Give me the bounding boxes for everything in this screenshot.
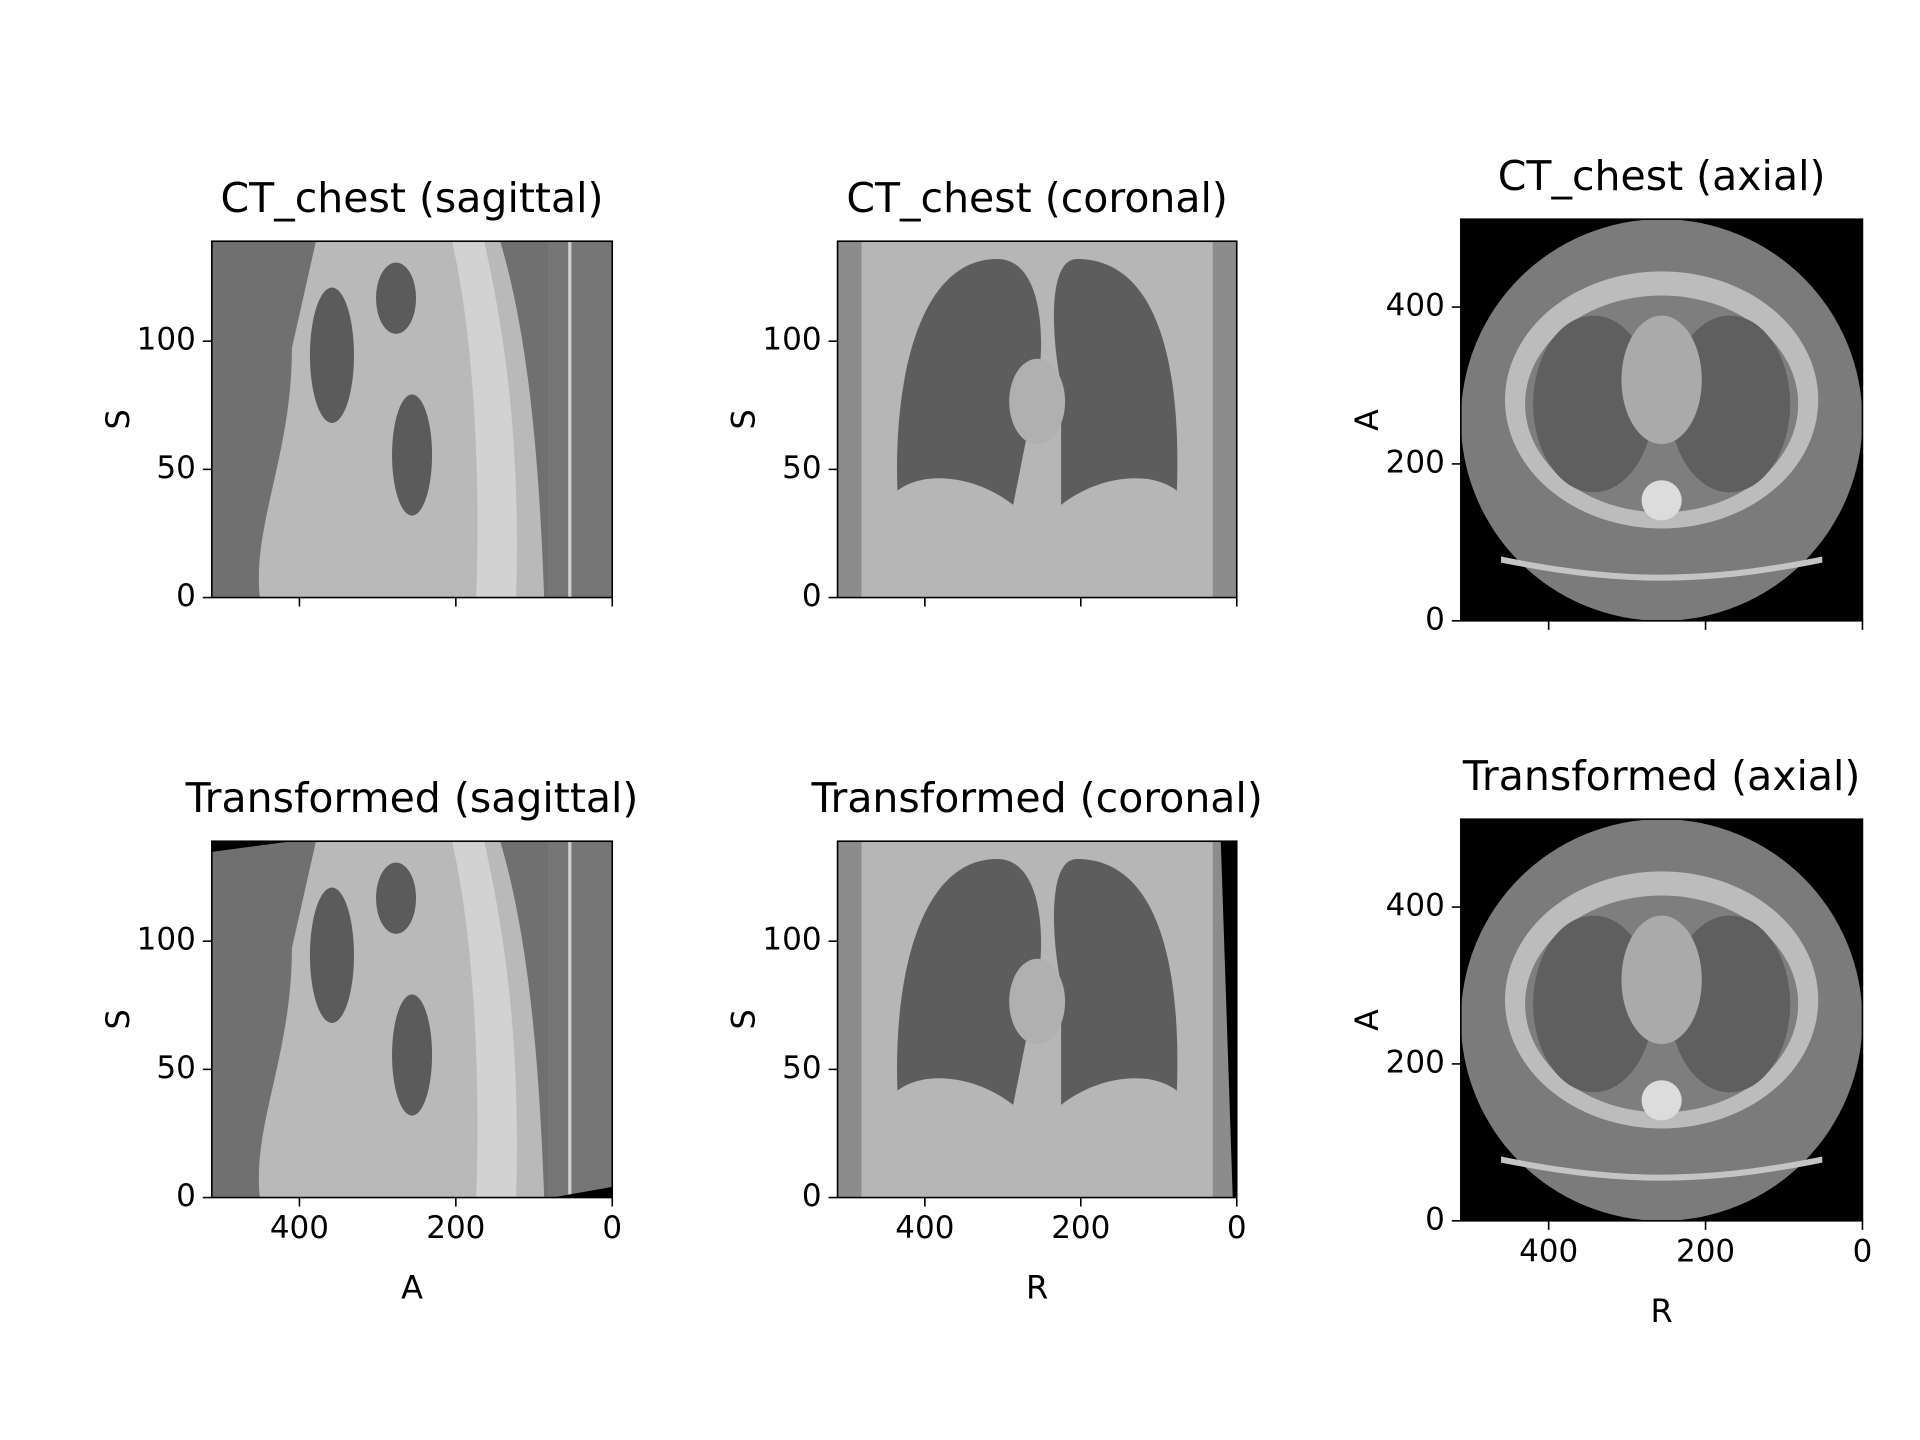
y-tick-label: 100	[762, 922, 821, 958]
y-tick-label: 0	[1425, 1201, 1445, 1237]
tissue	[1053, 859, 1178, 1105]
y-tick-label: 100	[137, 922, 196, 958]
x-tick-label: 200	[426, 1210, 485, 1246]
tissue	[309, 287, 354, 423]
y-tick-label: 200	[1386, 444, 1445, 480]
x-tick-label: 0	[1227, 1210, 1247, 1246]
tissue	[897, 859, 1042, 1105]
y-tick-label: 50	[782, 1050, 821, 1086]
x-tick-label: 400	[895, 1210, 954, 1246]
tissue	[897, 259, 1042, 505]
ct-image	[837, 841, 1237, 1198]
tissue	[548, 241, 613, 598]
tissue	[1533, 915, 1654, 1093]
y-tick-label: 100	[762, 322, 821, 358]
ct-image	[211, 241, 613, 598]
tissue	[452, 241, 517, 598]
x-tick-label: 0	[1853, 1233, 1873, 1269]
tissue	[568, 841, 572, 1198]
x-tick-label: 400	[1519, 1233, 1578, 1269]
y-axis-label: A	[1348, 1009, 1386, 1031]
tissue	[568, 241, 572, 598]
y-tick-label: 100	[137, 322, 196, 358]
y-tick-label: 200	[1386, 1044, 1445, 1080]
tissue	[1500, 1156, 1823, 1181]
y-axis-label: S	[725, 409, 763, 429]
axes-title: Transformed (coronal)	[810, 774, 1262, 822]
x-axis-label: R	[1026, 1269, 1048, 1307]
y-tick-label: 0	[176, 578, 196, 614]
y-tick-label: 50	[156, 450, 195, 486]
x-tick-label: 400	[270, 1210, 329, 1246]
tissue	[1621, 315, 1702, 445]
axes-frame	[836, 840, 1238, 1199]
ct-image	[1460, 219, 1863, 621]
ct-image	[837, 241, 1237, 598]
axes-frame	[836, 240, 1238, 599]
axes-title: CT_chest (axial)	[1498, 152, 1826, 200]
axes-frame	[1460, 818, 1864, 1222]
tissue	[1053, 259, 1178, 505]
axes-title: Transformed (axial)	[1462, 752, 1861, 800]
y-tick-label: 50	[156, 1050, 195, 1086]
axes-frame	[211, 840, 614, 1199]
ct-image	[1460, 819, 1863, 1221]
x-axis-label: R	[1651, 1292, 1673, 1330]
y-tick-label: 0	[1425, 601, 1445, 637]
y-tick-label: 0	[176, 1178, 196, 1214]
tissue	[1533, 315, 1654, 493]
tissue	[211, 841, 292, 852]
axes-frame	[1460, 218, 1864, 622]
tissue	[1500, 556, 1823, 581]
tissue	[309, 887, 354, 1023]
y-axis-label: A	[1348, 409, 1386, 431]
tissue	[1669, 915, 1791, 1093]
x-tick-label: 0	[602, 1210, 622, 1246]
y-tick-label: 0	[802, 1178, 822, 1214]
tissue	[1220, 841, 1237, 1198]
tissue	[1009, 358, 1066, 445]
y-tick-label: 50	[782, 450, 821, 486]
tissue	[376, 862, 417, 934]
y-axis-label: S	[99, 1009, 137, 1029]
axes-title: CT_chest (sagittal)	[221, 174, 604, 222]
tissue	[1621, 915, 1702, 1045]
y-axis-label: S	[99, 409, 137, 429]
tissue	[392, 394, 433, 516]
tissue	[452, 841, 517, 1198]
y-tick-label: 400	[1386, 288, 1445, 324]
tissue	[376, 262, 417, 334]
tissue	[1641, 1080, 1682, 1121]
tissue	[548, 841, 613, 1198]
y-tick-label: 0	[802, 578, 822, 614]
axes-frame	[211, 240, 614, 599]
tissue	[1641, 480, 1682, 521]
ct-image	[211, 841, 613, 1198]
tissue	[1669, 315, 1791, 493]
x-axis-label: A	[401, 1269, 423, 1307]
y-axis-label: S	[725, 1009, 763, 1029]
x-tick-label: 200	[1051, 1210, 1110, 1246]
y-tick-label: 400	[1386, 888, 1445, 924]
tissue	[552, 1186, 613, 1198]
x-tick-label: 200	[1676, 1233, 1735, 1269]
tissue	[1009, 958, 1066, 1045]
axes-title: CT_chest (coronal)	[846, 174, 1228, 222]
tissue	[392, 994, 433, 1116]
axes-title: Transformed (sagittal)	[185, 774, 639, 822]
